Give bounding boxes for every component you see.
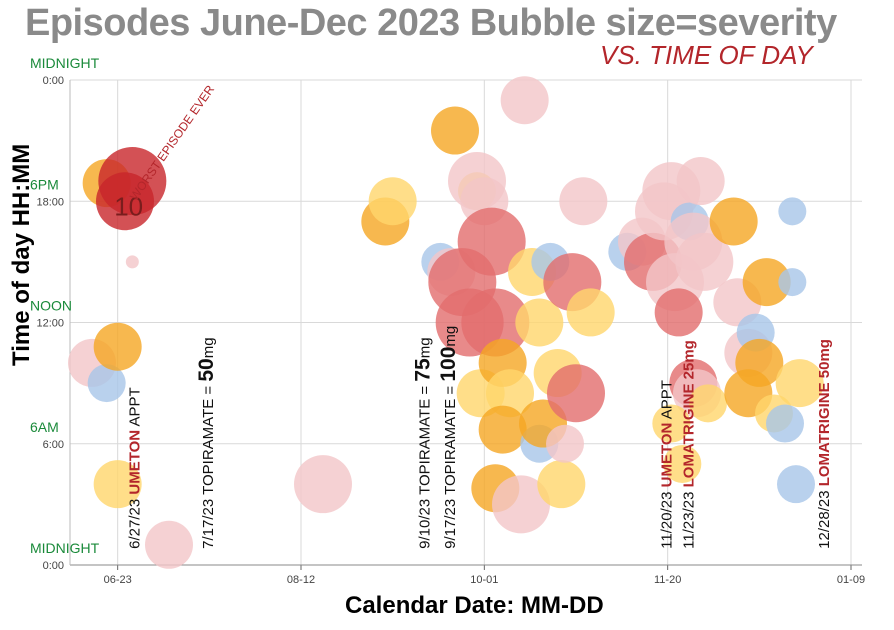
bubble xyxy=(663,444,702,483)
x-tick-label: 08-12 xyxy=(287,574,315,586)
bubble xyxy=(689,384,727,423)
annotation-run: APPT xyxy=(127,387,144,430)
annotation-run: 50 xyxy=(195,358,218,381)
time-of-day-label: NOON xyxy=(30,298,72,314)
bubble xyxy=(145,520,193,569)
bubble xyxy=(547,364,605,423)
annotation-run: 11/20/23 xyxy=(658,487,675,548)
bubble xyxy=(98,147,167,216)
time-of-day-label: 6PM xyxy=(30,176,59,192)
annotation: 11/20/23 UMETON APPT xyxy=(658,380,675,549)
annotation-run: 12/28/23 xyxy=(816,486,833,549)
y-tick-label: 18:00 xyxy=(36,196,64,208)
bubble xyxy=(486,369,534,418)
bubble xyxy=(515,298,564,347)
y-tick-label: 6:00 xyxy=(43,439,64,451)
x-tick-label: 10-01 xyxy=(470,574,498,586)
time-of-day-label: 6AM xyxy=(30,419,59,435)
annotation: 9/17/23 TOPIRAMATE = 100mg xyxy=(437,326,460,549)
bubble xyxy=(93,322,142,371)
annotation-run: 9/17/23 TOPIRAMATE = xyxy=(442,382,459,549)
bubble xyxy=(766,404,804,443)
annotation-run: LOMATRIGINE 50mg xyxy=(816,339,833,486)
bubble xyxy=(778,268,807,297)
time-of-day-label: MIDNIGHT xyxy=(30,540,100,556)
bubble xyxy=(654,288,703,337)
bubble xyxy=(775,359,824,408)
annotation: 12/28/23 LOMATRIGINE 50mg xyxy=(816,339,833,549)
annotation-run: 7/17/23 TOPIRAMATE = xyxy=(200,382,217,549)
annotation-run: mg xyxy=(442,326,459,347)
annotation: 6/27/23 UMETON APPT xyxy=(127,387,144,548)
annotation-run: UMETON xyxy=(658,423,675,488)
bubble xyxy=(294,455,352,514)
bubble xyxy=(546,424,584,463)
y-tick-label: 12:00 xyxy=(36,318,64,330)
axes: 0:00 6:00 12:00 18:00 0:00 06-23 08-12 10-01 11-… xyxy=(30,55,865,586)
x-tick-label: 01-09 xyxy=(837,574,865,586)
bubble xyxy=(93,460,142,509)
bubble xyxy=(431,106,479,155)
bubble xyxy=(778,197,807,226)
bubble xyxy=(676,157,725,206)
bubble xyxy=(742,258,791,307)
bubble xyxy=(457,207,526,276)
time-of-day-label: MIDNIGHT xyxy=(30,55,100,71)
bubble xyxy=(500,76,549,125)
annotation-run: APPT xyxy=(658,380,675,423)
annotation: 11/23/23 LOMATRIGINE 25mg xyxy=(680,340,697,549)
x-axis-label: Calendar Date: MM-DD xyxy=(345,592,604,619)
bubble xyxy=(478,405,527,454)
annotation-run: mg xyxy=(416,337,433,358)
annotation-run: 75 xyxy=(411,358,434,382)
bubble xyxy=(87,364,126,403)
bubble xyxy=(368,177,417,226)
bubble-label: 10 xyxy=(114,191,143,221)
chart-title: Episodes June-Dec 2023 Bubble size=sever… xyxy=(25,2,837,44)
bubble xyxy=(461,288,530,357)
x-tick-label: 11-20 xyxy=(654,574,681,586)
annotation-run: 11/23/23 xyxy=(680,487,697,548)
annotation: 7/17/23 TOPIRAMATE = 50mg xyxy=(195,337,218,548)
y-tick-label: 0:00 xyxy=(43,75,64,87)
annotation: WORST EPISODE EVER xyxy=(127,82,217,203)
annotation-run: LOMATRIGINE 25mg xyxy=(680,340,697,487)
annotation-run: 9/10/23 TOPIRAMATE = xyxy=(416,382,433,549)
y-tick-label: 0:00 xyxy=(43,560,64,572)
x-tick-label: 06-23 xyxy=(104,574,132,586)
bubble xyxy=(566,288,615,337)
annotation-run: WORST EPISODE EVER xyxy=(127,82,217,203)
annotation-run: mg xyxy=(200,337,217,358)
bubble xyxy=(709,197,758,246)
bubble xyxy=(125,255,139,269)
bubble xyxy=(777,465,815,504)
bubble xyxy=(675,232,734,291)
bubble-series: 10 xyxy=(68,76,824,569)
annotation-run: 6/27/23 xyxy=(127,495,144,549)
bubble xyxy=(559,177,608,226)
bubble xyxy=(652,404,691,443)
chart-subtitle: VS. TIME OF DAY xyxy=(600,40,813,70)
bubble xyxy=(492,475,550,534)
annotation-run: UMETON xyxy=(127,430,144,495)
bubble xyxy=(537,460,586,509)
annotation: 9/10/23 TOPIRAMATE = 75mg xyxy=(411,337,434,548)
annotation-run: 100 xyxy=(437,347,460,382)
